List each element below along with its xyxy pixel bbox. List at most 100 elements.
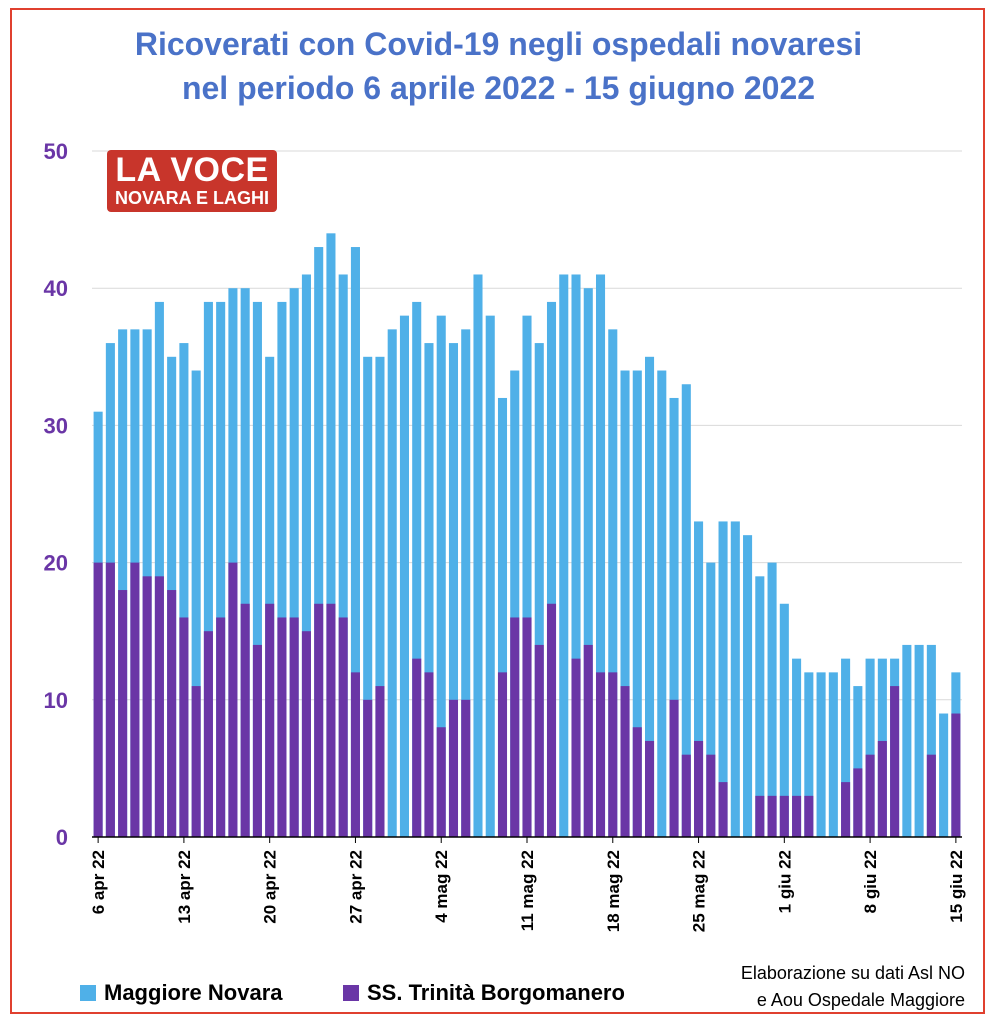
source-line-1: Elaborazione su dati Asl NO [740,963,965,983]
bar-trinita-34 [510,617,520,837]
bar-trinita-33 [497,672,508,837]
bar-maggiore-39 [571,274,581,838]
bar-maggiore-36 [534,343,544,837]
bar-maggiore-35 [522,315,532,837]
bar-maggiore-51 [718,521,728,837]
bar-maggiore-42 [608,329,618,837]
bar-maggiore-22 [363,356,373,837]
bar-trinita-51 [718,782,728,837]
legend-swatch-trinita [343,985,359,1001]
bar-maggiore-10 [216,301,226,837]
legend-swatch-maggiore [80,985,96,1001]
x-tick-label: 20 apr 22 [261,850,280,924]
bar-trinita-9 [203,631,213,837]
bar-trinita-43 [620,686,630,837]
x-tick-label: 8 giu 22 [861,850,880,913]
bar-maggiore-61 [841,658,851,837]
source-line-2: e Aou Ospedale Maggiore [756,990,965,1010]
title-line-2: nel periodo 6 aprile 2022 - 15 giugno 20… [181,70,816,106]
legend-label-maggiore: Maggiore Novara [104,980,283,1005]
bar-trinita-70 [951,713,961,837]
bar-trinita-68 [926,754,936,837]
bar-maggiore-34 [510,370,520,837]
bar-maggiore-60 [828,672,838,837]
bar-trinita-21 [350,672,360,837]
bar-maggiore-8 [191,370,201,837]
bar-maggiore-59 [816,672,826,837]
bar-trinita-13 [252,644,262,837]
bar-maggiore-56 [779,603,789,837]
bar-trinita-44 [632,727,642,837]
la-voce-logo: LA VOCE NOVARA E LAGHI [107,150,277,212]
bar-maggiore-23 [375,356,385,837]
bar-trinita-36 [534,644,544,837]
bar-trinita-37 [546,603,557,837]
bar-trinita-45 [645,740,655,837]
x-tick-label: 4 mag 22 [432,850,451,923]
legend-item-maggiore: Maggiore Novara [80,980,283,1006]
x-tick-label: 6 apr 22 [89,850,108,914]
bar-maggiore-13 [252,301,262,837]
bar-maggiore-20 [338,274,348,838]
bar-trinita-2 [118,590,128,837]
y-tick-label: 30 [44,413,68,438]
bar-maggiore-21 [350,247,360,838]
bar-trinita-57 [792,795,802,837]
bar-maggiore-47 [669,397,679,837]
bar-trinita-29 [448,699,459,837]
bar-maggiore-28 [436,315,446,837]
bar-maggiore-7 [179,343,189,837]
bar-maggiore-62 [853,686,863,837]
bar-trinita-55 [767,795,777,837]
bar-maggiore-27 [424,343,434,837]
bar-trinita-10 [216,617,226,837]
bar-trinita-39 [571,658,581,837]
bar-maggiore-17 [301,274,311,838]
bar-trinita-63 [865,754,875,837]
y-tick-label: 0 [56,825,68,850]
bar-trinita-23 [375,686,385,837]
bar-maggiore-25 [399,315,409,837]
y-tick-label: 40 [44,276,68,301]
bar-trinita-42 [608,672,618,837]
bar-maggiore-31 [473,274,483,838]
bar-trinita-12 [240,603,250,837]
bar-maggiore-66 [902,644,912,837]
bar-maggiore-41 [595,274,606,838]
y-tick-label: 10 [44,688,68,713]
bar-maggiore-63 [865,658,875,837]
source-note: Elaborazione su dati Asl NO e Aou Ospeda… [741,960,965,1014]
x-tick-label: 1 giu 22 [775,850,794,913]
bar-trinita-3 [130,562,140,837]
bar-trinita-18 [314,603,324,837]
bar-trinita-1 [105,562,115,837]
bar-trinita-49 [694,740,704,837]
bar-maggiore-54 [755,576,765,837]
bar-maggiore-52 [730,521,740,837]
bar-trinita-4 [142,576,152,837]
bar-trinita-22 [363,699,373,837]
bar-maggiore-29 [448,343,459,837]
x-tick-label: 11 mag 22 [518,850,537,931]
bar-trinita-64 [877,740,887,837]
bar-trinita-54 [755,795,765,837]
bar-maggiore-30 [461,329,471,837]
chart-title: Ricoverati con Covid-19 negli ospedali n… [0,22,997,110]
bar-trinita-50 [706,754,716,837]
bar-maggiore-16 [289,288,299,837]
bar-trinita-26 [412,658,422,837]
title-line-1: Ricoverati con Covid-19 negli ospedali n… [134,26,863,62]
bar-maggiore-45 [645,356,655,837]
y-tick-label: 20 [44,551,68,576]
bar-maggiore-24 [387,329,397,837]
bar-maggiore-49 [694,521,704,837]
bar-trinita-65 [890,686,900,837]
bar-trinita-15 [277,617,287,837]
bar-maggiore-53 [743,535,753,837]
bar-maggiore-18 [314,247,324,838]
bar-maggiore-32 [485,315,495,837]
bar-maggiore-2 [118,329,128,837]
x-tick-label: 25 mag 22 [690,850,709,932]
x-tick-label: 13 apr 22 [175,850,194,924]
